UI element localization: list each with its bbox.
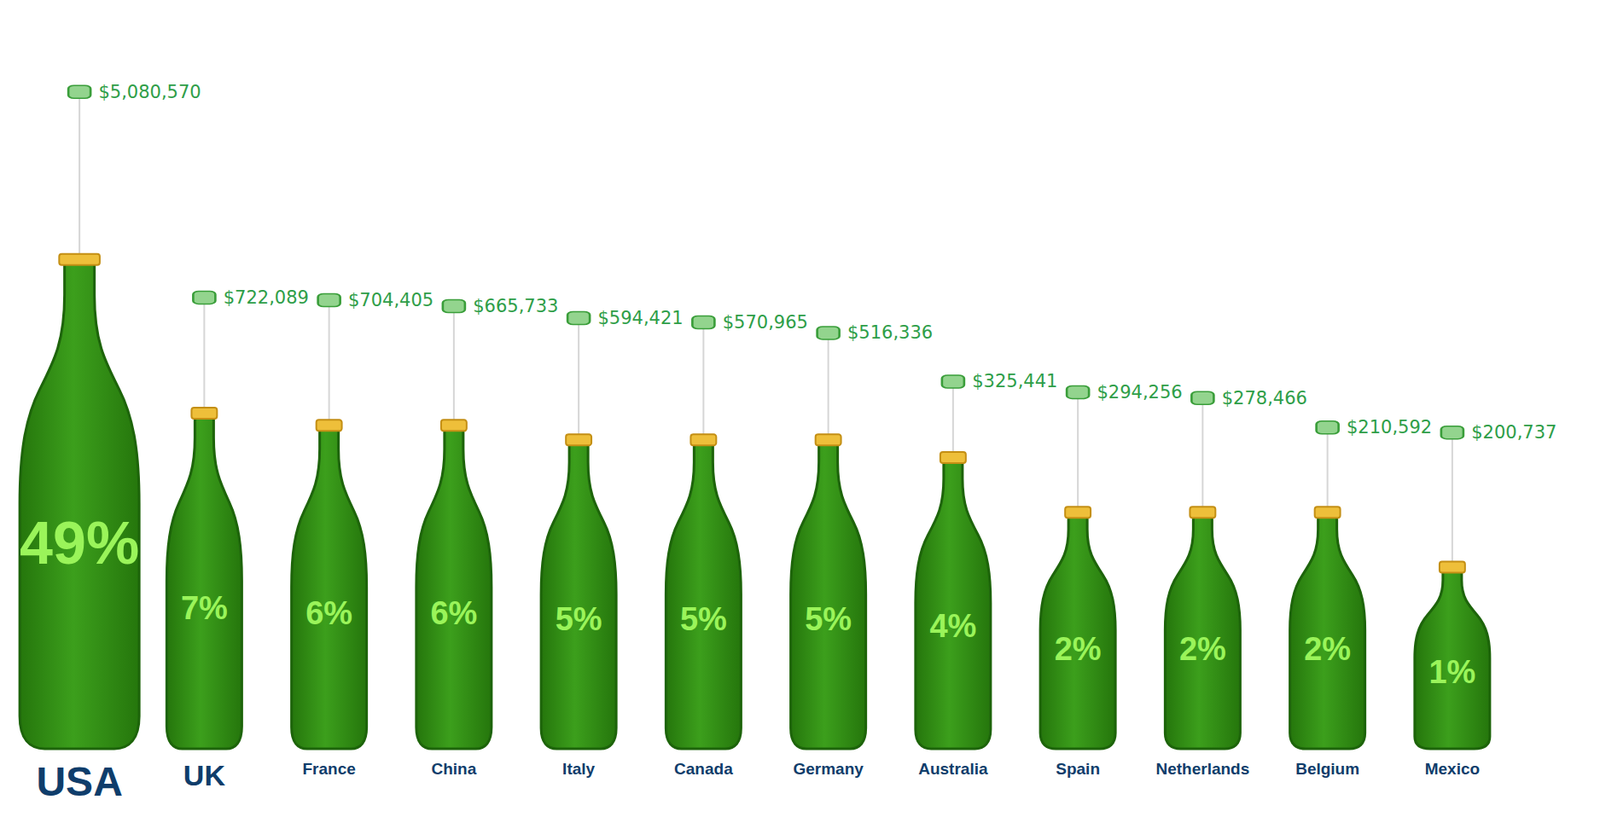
svg-text:7%: 7% [180,590,228,627]
svg-text:$594,421: $594,421 [597,308,683,329]
svg-text:$704,405: $704,405 [348,290,434,311]
svg-text:2%: 2% [1303,631,1351,668]
svg-text:USA: USA [35,759,123,805]
svg-text:Netherlands: Netherlands [1155,760,1250,779]
svg-text:$570,965: $570,965 [722,312,809,333]
svg-text:1%: 1% [1428,654,1476,691]
svg-text:$516,336: $516,336 [847,322,933,344]
svg-text:5%: 5% [555,601,603,638]
svg-text:$210,592: $210,592 [1346,417,1432,438]
svg-text:Spain: Spain [1055,760,1100,779]
svg-text:China: China [430,760,477,779]
svg-text:Mexico: Mexico [1425,760,1480,779]
svg-text:$5,080,570: $5,080,570 [98,81,201,103]
svg-text:$325,441: $325,441 [971,371,1058,392]
svg-text:$278,466: $278,466 [1221,388,1308,409]
svg-text:2%: 2% [1179,631,1227,668]
svg-text:$665,733: $665,733 [472,296,559,317]
svg-text:UK: UK [183,759,227,792]
svg-text:49%: 49% [19,510,140,577]
svg-text:5%: 5% [804,601,852,638]
svg-text:2%: 2% [1054,631,1102,668]
svg-text:Australia: Australia [918,760,989,779]
svg-text:France: France [302,760,355,779]
svg-text:6%: 6% [430,595,478,632]
svg-text:6%: 6% [305,595,353,632]
svg-text:Belgium: Belgium [1295,760,1360,779]
svg-text:4%: 4% [929,608,977,645]
svg-text:Germany: Germany [792,760,864,779]
svg-text:$200,737: $200,737 [1471,422,1557,443]
svg-text:$294,256: $294,256 [1096,382,1182,403]
svg-text:Canada: Canada [674,760,734,779]
svg-text:5%: 5% [680,601,728,638]
svg-text:Italy: Italy [562,760,595,779]
svg-text:$722,089: $722,089 [223,287,309,309]
